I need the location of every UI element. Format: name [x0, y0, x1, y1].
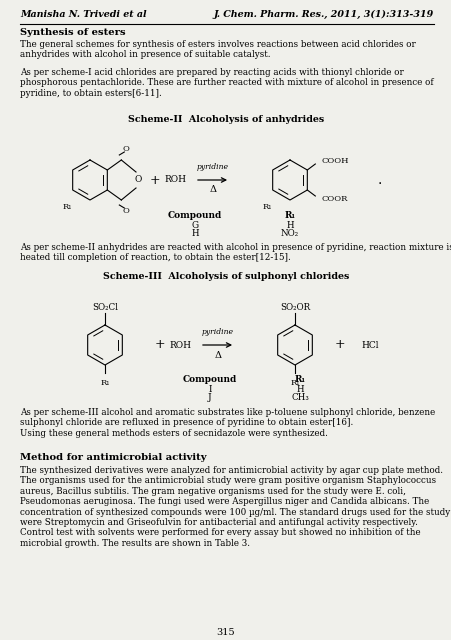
- Text: H: H: [295, 385, 303, 394]
- Text: The general schemes for synthesis of esters involves reactions between acid chlo: The general schemes for synthesis of est…: [20, 40, 415, 60]
- Text: O: O: [123, 207, 129, 215]
- Text: H: H: [285, 221, 293, 230]
- Text: Scheme-II  Alcoholysis of anhydrides: Scheme-II Alcoholysis of anhydrides: [128, 115, 323, 124]
- Text: R₁: R₁: [262, 203, 271, 211]
- Text: I: I: [208, 385, 211, 394]
- Text: As per scheme-I acid chlorides are prepared by reacting acids with thionyl chlor: As per scheme-I acid chlorides are prepa…: [20, 68, 433, 98]
- Text: +: +: [334, 339, 345, 351]
- Text: pyridine: pyridine: [197, 163, 229, 171]
- Text: NO₂: NO₂: [281, 228, 299, 237]
- Text: 315: 315: [216, 628, 235, 637]
- Text: The synthesized derivatives were analyzed for antimicrobial activity by agar cup: The synthesized derivatives were analyze…: [20, 466, 449, 548]
- Text: Δ: Δ: [209, 186, 216, 195]
- Text: Manisha N. Trivedi et al: Manisha N. Trivedi et al: [20, 10, 146, 19]
- Text: COOH: COOH: [321, 157, 348, 165]
- Text: ROH: ROH: [169, 340, 191, 349]
- Text: Δ: Δ: [214, 351, 221, 360]
- Text: J: J: [208, 394, 212, 403]
- Text: R₁: R₁: [62, 203, 72, 211]
- Text: Scheme-III  Alcoholysis of sulphonyl chlorides: Scheme-III Alcoholysis of sulphonyl chlo…: [102, 272, 349, 281]
- Text: O: O: [123, 145, 129, 153]
- Text: G: G: [191, 221, 198, 230]
- Text: +: +: [154, 339, 165, 351]
- Text: Method for antimicrobial activity: Method for antimicrobial activity: [20, 453, 206, 462]
- Text: R₁: R₁: [294, 376, 305, 385]
- Text: HCl: HCl: [360, 340, 378, 349]
- Text: +: +: [149, 173, 160, 186]
- Text: COOR: COOR: [321, 195, 347, 203]
- Text: As per scheme-II anhydrides are reacted with alcohol in presence of pyridine, re: As per scheme-II anhydrides are reacted …: [20, 243, 451, 262]
- Text: Compound: Compound: [183, 376, 237, 385]
- Text: As per scheme-III alcohol and aromatic substrates like p-toluene sulphonyl chlor: As per scheme-III alcohol and aromatic s…: [20, 408, 434, 438]
- Text: CH₃: CH₃: [290, 394, 308, 403]
- Text: Synthesis of esters: Synthesis of esters: [20, 28, 125, 37]
- Text: O: O: [134, 175, 141, 184]
- Text: SO₂Cl: SO₂Cl: [92, 303, 118, 312]
- Text: SO₂OR: SO₂OR: [279, 303, 309, 312]
- Text: .: .: [377, 173, 382, 187]
- Text: R₁: R₁: [290, 379, 299, 387]
- Text: pyridine: pyridine: [202, 328, 234, 336]
- Text: R₁: R₁: [284, 211, 295, 220]
- Text: H: H: [191, 228, 198, 237]
- Text: ROH: ROH: [164, 175, 186, 184]
- Text: R₁: R₁: [100, 379, 110, 387]
- Text: Compound: Compound: [167, 211, 221, 220]
- Text: J. Chem. Pharm. Res., 2011, 3(1):313-319: J. Chem. Pharm. Res., 2011, 3(1):313-319: [213, 10, 433, 19]
